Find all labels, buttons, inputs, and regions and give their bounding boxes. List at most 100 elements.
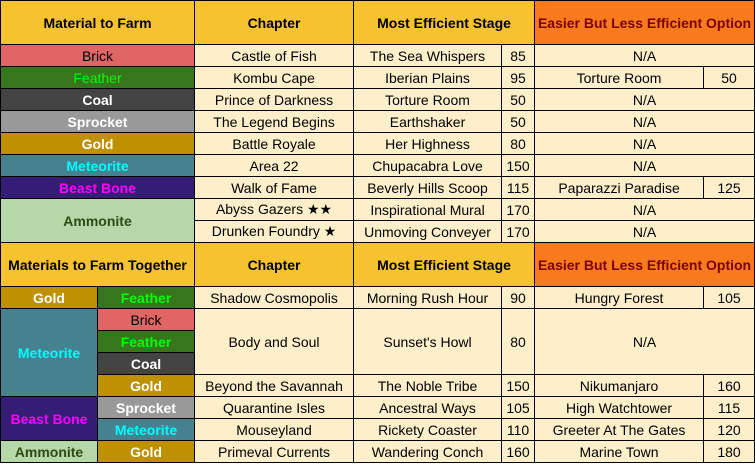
table-row: Gold Feather Shadow Cosmopolis Morning R… xyxy=(0,286,755,309)
option-cell: N/A xyxy=(534,132,755,155)
stage-cell: Wandering Conch xyxy=(353,440,503,463)
stage-number: 110 xyxy=(501,418,536,441)
chapter-cell: Castle of Fish xyxy=(194,44,355,67)
chapter-cell: Shadow Cosmopolis xyxy=(194,286,355,309)
option-cell: Paparazzi Paradise xyxy=(534,176,705,199)
material-beast-bone: Beast Bone xyxy=(0,396,98,441)
option-number: 160 xyxy=(703,374,755,397)
stage-cell: Earthshaker xyxy=(353,110,503,133)
stage-number: 160 xyxy=(501,440,536,463)
chapter-cell: Abyss Gazers ★★ xyxy=(194,198,355,221)
material-coal: Coal xyxy=(0,88,196,111)
option-cell: Hungry Forest xyxy=(534,286,705,309)
stage-cell: Iberian Plains xyxy=(353,66,503,89)
table-row: Ammonite Abyss Gazers ★★ Inspirational M… xyxy=(0,198,755,243)
option-cell: N/A xyxy=(534,44,755,67)
option-cell: Torture Room xyxy=(534,66,705,89)
chapter-cell: Quarantine Isles xyxy=(194,396,355,419)
stage-cell: Unmoving Conveyer xyxy=(353,220,503,243)
table-row: Coal xyxy=(1,352,755,375)
material-meteorite: Meteorite xyxy=(0,308,98,397)
table-row: Beast Bone Walk of Fame Beverly Hills Sc… xyxy=(0,176,755,199)
option-cell: N/A xyxy=(534,198,755,221)
stage-number: 50 xyxy=(501,110,536,133)
option-number: 125 xyxy=(703,176,755,199)
material-ammonite: Ammonite xyxy=(0,440,98,463)
table-row: Feather xyxy=(1,330,755,353)
table-row: Drunken Foundry ★ Unmoving Conveyer 170 … xyxy=(1,220,755,243)
table-row: Gold Beyond the Savannah The Noble Tribe… xyxy=(1,374,755,397)
option-number: 180 xyxy=(703,440,755,463)
table-row: Sprocket The Legend Begins Earthshaker 5… xyxy=(0,110,755,133)
table-row: Coal Prince of Darkness Torture Room 50 … xyxy=(0,88,755,111)
material-ammonite: Ammonite xyxy=(0,198,196,243)
chapter-cell: Prince of Darkness xyxy=(194,88,355,111)
stage-number: 85 xyxy=(501,44,536,67)
option-cell: High Watchtower xyxy=(534,396,705,419)
stage-number: 80 xyxy=(501,308,536,375)
chapter-cell: Drunken Foundry ★ xyxy=(194,220,355,243)
material-feather: Feather xyxy=(96,330,196,353)
stage-number: 90 xyxy=(501,286,536,309)
chapter-cell: Kombu Cape xyxy=(194,66,355,89)
table-row: Meteorite Brick Body and Soul Sunset's H… xyxy=(0,308,755,397)
table1-header-row: Material to Farm Chapter Most Efficient … xyxy=(0,0,755,45)
stage-number: 150 xyxy=(501,374,536,397)
material-gold: Gold xyxy=(96,374,196,397)
material-beast-bone: Beast Bone xyxy=(0,176,196,199)
material-coal: Coal xyxy=(96,352,196,375)
chapter-cell: Area 22 xyxy=(194,154,355,177)
chapter-cell: Primeval Currents xyxy=(194,440,355,463)
header-chapter: Chapter xyxy=(194,242,355,287)
stage-cell: Her Highness xyxy=(353,132,503,155)
stage-number: 80 xyxy=(501,132,536,155)
option-cell: N/A xyxy=(534,308,755,375)
stage-number: 50 xyxy=(501,88,536,111)
stage-cell: Rickety Coaster xyxy=(353,418,503,441)
option-cell: Nikumanjaro xyxy=(534,374,705,397)
option-number: 115 xyxy=(703,396,755,419)
stage-number: 105 xyxy=(501,396,536,419)
material-brick: Brick xyxy=(96,308,196,331)
option-cell: N/A xyxy=(534,110,755,133)
table-row: Ammonite Gold Primeval Currents Wanderin… xyxy=(0,440,755,463)
option-number: 105 xyxy=(703,286,755,309)
stage-cell: Ancestral Ways xyxy=(353,396,503,419)
option-cell: Greeter At The Gates xyxy=(534,418,705,441)
material-gold: Gold xyxy=(0,286,98,309)
material-feather: Feather xyxy=(0,66,196,89)
option-cell: N/A xyxy=(534,88,755,111)
stage-cell: Torture Room xyxy=(353,88,503,111)
material-feather: Feather xyxy=(96,286,196,309)
material-brick: Brick xyxy=(0,44,196,67)
header-material: Material to Farm xyxy=(0,0,196,45)
stage-cell: Beverly Hills Scoop xyxy=(353,176,503,199)
table-row: Brick Castle of Fish The Sea Whispers 85… xyxy=(0,44,755,67)
option-cell: N/A xyxy=(534,154,755,177)
option-number: 120 xyxy=(703,418,755,441)
chapter-cell: Beyond the Savannah xyxy=(194,374,355,397)
header-stage: Most Efficient Stage xyxy=(353,0,536,45)
stage-number: 170 xyxy=(501,198,536,221)
option-cell: Marine Town xyxy=(534,440,705,463)
material-sprocket: Sprocket xyxy=(96,396,196,419)
stage-cell: Morning Rush Hour xyxy=(353,286,503,309)
material-gold: Gold xyxy=(0,132,196,155)
chapter-cell: Battle Royale xyxy=(194,132,355,155)
stage-cell: The Noble Tribe xyxy=(353,374,503,397)
stage-number: 170 xyxy=(501,220,536,243)
option-cell: N/A xyxy=(534,220,755,243)
chapter-cell: Mouseyland xyxy=(194,418,355,441)
material-meteorite: Meteorite xyxy=(0,154,196,177)
stage-cell: Inspirational Mural xyxy=(353,198,503,221)
option-number: 50 xyxy=(703,66,755,89)
stage-number: 95 xyxy=(501,66,536,89)
material-meteorite: Meteorite xyxy=(96,418,196,441)
chapter-cell: Walk of Fame xyxy=(194,176,355,199)
material-gold: Gold xyxy=(96,440,196,463)
header-stage: Most Efficient Stage xyxy=(353,242,536,287)
stage-number: 115 xyxy=(501,176,536,199)
stage-number: 150 xyxy=(501,154,536,177)
table-row: Meteorite Area 22 Chupacabra Love 150 N/… xyxy=(0,154,755,177)
